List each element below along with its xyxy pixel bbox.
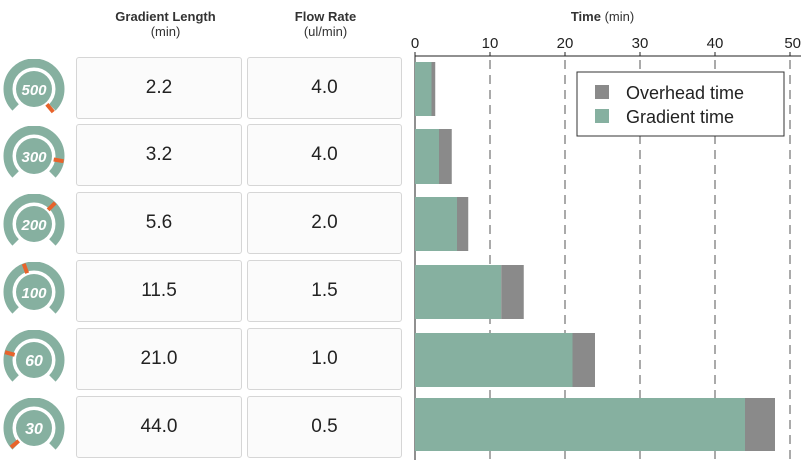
gauge-face xyxy=(16,138,52,174)
gradient-length-cell: 11.5 xyxy=(76,260,242,322)
table-row: 21.0 1.0 60 xyxy=(0,328,405,390)
gauge-ring xyxy=(3,398,65,450)
gauge-ring xyxy=(3,262,65,314)
gradient-length-cell: 21.0 xyxy=(76,328,242,390)
flow-rate-cell: 4.0 xyxy=(247,57,402,119)
flow-rate-title: Flow Rate xyxy=(294,9,357,24)
speed-gauge-icon: 200 xyxy=(3,194,65,246)
gauge-face xyxy=(16,342,52,378)
speed-gauge-icon: 500 xyxy=(3,59,65,114)
gauge-label: 30 xyxy=(25,421,43,438)
table-row: 3.2 4.0 300 xyxy=(0,124,405,186)
legend-label-gradient: Gradient time xyxy=(626,107,734,127)
legend-swatch-gradient xyxy=(595,109,609,123)
gradient-time-bar xyxy=(415,129,439,184)
legend-label-overhead: Overhead time xyxy=(626,83,744,103)
gauge-face xyxy=(16,206,52,242)
x-tick-label: 10 xyxy=(482,35,499,52)
gauge-face xyxy=(16,274,52,310)
overhead-time-bar xyxy=(501,265,524,319)
gauge-face xyxy=(16,410,52,446)
overhead-time-bar xyxy=(745,398,775,451)
gauge-ring xyxy=(3,330,65,382)
gauge-face xyxy=(16,71,52,107)
gauge-ring xyxy=(3,59,65,111)
gauge-label: 100 xyxy=(21,285,47,302)
time-header: Time (min) xyxy=(410,9,795,24)
gradient-time-bar xyxy=(415,197,457,251)
table-row: 2.2 4.0 500 xyxy=(0,57,405,119)
gradient-time-bar xyxy=(415,62,432,116)
gradient-length-header: Gradient Length (min) xyxy=(88,9,243,39)
flow-rate-cell: 1.0 xyxy=(247,328,402,390)
overhead-time-bar xyxy=(431,62,436,116)
flow-rate-cell: 1.5 xyxy=(247,260,402,322)
table-row: 5.6 2.0 200 xyxy=(0,192,405,254)
speed-gauge-icon: 60 xyxy=(3,330,65,382)
gauge-label: 200 xyxy=(20,217,47,234)
x-tick-label: 50 xyxy=(784,35,801,52)
gradient-length-cell: 44.0 xyxy=(76,396,242,458)
flow-rate-cell: 4.0 xyxy=(247,124,402,186)
gradient-length-cell: 2.2 xyxy=(76,57,242,119)
flow-rate-unit: (ul/min) xyxy=(303,24,348,39)
overhead-time-bar xyxy=(457,197,469,251)
table-row: 44.0 0.5 30 xyxy=(0,396,405,458)
overhead-time-bar xyxy=(572,333,595,387)
overhead-time-bar xyxy=(439,129,452,184)
x-tick-label: 30 xyxy=(632,35,649,52)
gauge-needle xyxy=(53,157,64,164)
gauge-label: 300 xyxy=(21,149,47,166)
gauge-needle xyxy=(4,350,16,357)
gauge-needle xyxy=(9,439,20,449)
gradient-length-cell: 3.2 xyxy=(76,124,242,186)
speed-gauge-icon: 300 xyxy=(3,126,65,178)
gradient-length-title: Gradient Length xyxy=(115,9,216,24)
gauge-needle xyxy=(21,263,30,274)
gradient-time-bar xyxy=(415,333,573,387)
gauge-ring xyxy=(3,194,65,246)
flow-rate-cell: 2.0 xyxy=(247,192,402,254)
speed-gauge-icon: 100 xyxy=(3,262,65,314)
x-tick-label: 40 xyxy=(707,35,724,52)
time-unit: (min) xyxy=(604,9,635,24)
gauge-label: 60 xyxy=(25,353,43,370)
flow-rate-header: Flow Rate (ul/min) xyxy=(248,9,403,39)
flow-rate-cell: 0.5 xyxy=(247,396,402,458)
gradient-length-unit: (min) xyxy=(150,24,181,39)
gradient-length-cell: 5.6 xyxy=(76,192,242,254)
gauge-needle xyxy=(46,201,57,212)
x-tick-label: 0 xyxy=(411,35,419,52)
x-tick-label: 20 xyxy=(557,35,574,52)
legend-box xyxy=(576,71,785,137)
gauge-label: 500 xyxy=(21,82,47,99)
legend-swatch-overhead xyxy=(595,85,609,99)
gradient-time-bar xyxy=(415,398,745,451)
speed-gauge-icon: 30 xyxy=(3,398,65,450)
time-title: Time xyxy=(570,9,601,24)
gradient-time-bar xyxy=(415,265,502,319)
gauge-needle xyxy=(45,103,55,114)
table-row: 11.5 1.5 100 xyxy=(0,260,405,322)
